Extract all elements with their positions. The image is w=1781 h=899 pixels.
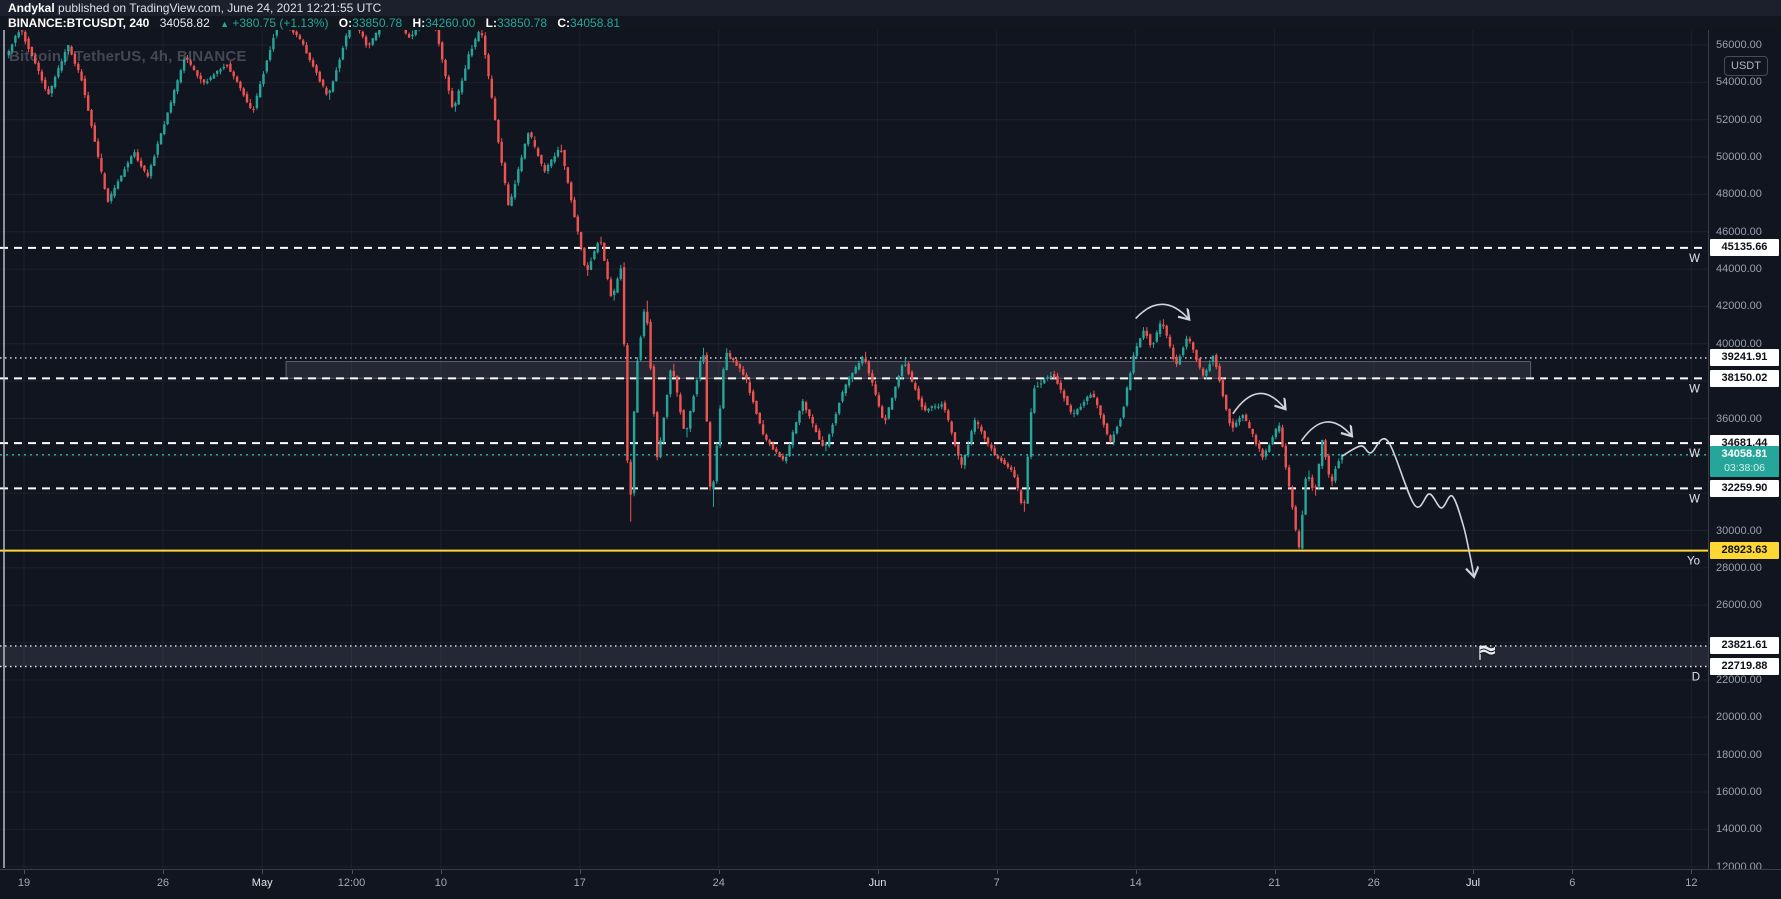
x-axis-tickmark: [1135, 870, 1137, 874]
level-marker-w: W: [1689, 253, 1700, 265]
y-axis-tick: 16000.00: [1716, 786, 1762, 798]
price-label-38150.02: 38150.02: [1710, 369, 1779, 387]
annotation-arrow-3[interactable]: [1300, 421, 1352, 442]
high-label: H:: [412, 16, 426, 30]
x-axis-tickmark: [440, 870, 442, 874]
x-axis-tickmark: [1572, 870, 1574, 874]
y-axis-tick: 54000.00: [1716, 76, 1762, 89]
y-axis-tick: 22000.00: [1716, 673, 1762, 686]
x-axis-tick: 12:00: [337, 877, 366, 889]
y-axis-tick: 28000.00: [1716, 561, 1762, 574]
x-axis-tickmark: [1373, 870, 1375, 874]
symbol-watermark: Bitcoin / TetherUS, 4h, BINANCE: [9, 48, 247, 65]
y-axis-tick: 56000.00: [1716, 39, 1762, 51]
close-value: 34058.81: [570, 16, 621, 30]
open-label: O:: [338, 16, 353, 30]
price-zones[interactable]: [0, 361, 1708, 667]
author-name: Andykal: [8, 1, 55, 15]
demand-zone[interactable]: [0, 645, 1708, 667]
x-axis-tickmark: [1473, 870, 1475, 874]
x-axis-tick: 26: [156, 877, 170, 889]
x-axis-tick: 6: [1569, 877, 1576, 889]
grid-lines: [0, 30, 1708, 868]
price-change: +380.75 (+1.13%): [232, 16, 329, 30]
price-axis-separator: [1708, 30, 1709, 869]
x-axis-tickmark: [1691, 870, 1693, 874]
x-axis-tickmark: [24, 870, 25, 874]
x-axis-tick: Jul: [1466, 877, 1481, 889]
symbol-ohlc-bar: BINANCE:BTCUSDT, 240 34058.82 ▲ +380.75 …: [0, 16, 1781, 30]
y-axis-tick: 20000.00: [1716, 711, 1762, 724]
price-label-28923.63: 28923.63: [1710, 542, 1779, 560]
price-axis[interactable]: USDT 56000.00 54000.00 52000.00 50000.00 480…: [1709, 30, 1781, 873]
x-axis-tickmark: [162, 870, 164, 874]
x-axis-tick: May: [251, 877, 273, 889]
x-axis-tick: 12: [1685, 877, 1698, 889]
y-axis-tick: 42000.00: [1716, 300, 1762, 313]
annotation-arrow-1[interactable]: [1135, 303, 1190, 319]
symbol-name[interactable]: BINANCE:BTCUSDT, 240: [8, 16, 150, 30]
x-axis-tickmark: [351, 870, 353, 874]
y-axis-tick: 14000.00: [1716, 823, 1762, 836]
hand-drawn-annotations[interactable]: [1135, 303, 1496, 660]
level-letter-markers: W W W W Yo D: [1687, 253, 1700, 684]
y-axis-tick: 36000.00: [1716, 412, 1762, 425]
price-label-34058.81: 34058.81 03:38:06: [1710, 445, 1779, 477]
level-marker-yo: Yo: [1687, 556, 1700, 568]
price-label-45135.66: 45135.66: [1710, 239, 1779, 257]
time-axis[interactable]: 19 26 May 12:00 10 17 24 Jun 7 14 21 26 Jul 6 12: [0, 869, 1781, 899]
price-label-23821.61: 23821.61: [1710, 637, 1779, 655]
x-axis-tick: 19: [17, 877, 31, 889]
level-marker-w: W: [1689, 383, 1700, 395]
price-label-32259.90: 32259.90: [1710, 479, 1779, 497]
y-axis-tick: 26000.00: [1716, 599, 1762, 612]
y-axis-tick: 40000.00: [1716, 337, 1762, 350]
x-axis-tick: Jun: [868, 877, 887, 889]
close-label: C:: [557, 16, 571, 30]
x-axis-tick: 7: [993, 877, 1000, 889]
countdown-timer: 03:38:06: [1724, 461, 1765, 474]
candlestick-series[interactable]: [7, 6, 1344, 550]
level-marker-w: W: [1689, 493, 1700, 505]
y-axis-tick: 50000.00: [1716, 151, 1762, 164]
price-label-39241.91: 39241.91: [1710, 349, 1779, 367]
chart-canvas[interactable]: W W W W Yo D: [0, 0, 1709, 899]
x-axis-tickmark: [996, 870, 998, 874]
low-value: 33850.78: [496, 16, 548, 30]
x-axis-tick: 17: [573, 877, 586, 889]
high-value: 34260.00: [425, 16, 476, 30]
publish-text: Andykal published on TradingView.com, Ju…: [8, 1, 382, 15]
publish-bar: Andykal published on TradingView.com, Ju…: [0, 0, 1781, 16]
currency-badge[interactable]: USDT: [1724, 56, 1768, 76]
price-label-22719.88: 22719.88: [1710, 658, 1779, 675]
x-axis-tick: 21: [1268, 877, 1281, 889]
low-label: L:: [485, 16, 497, 30]
open-value: 33850.78: [352, 16, 403, 30]
level-marker-w: W: [1689, 448, 1700, 460]
x-axis-tickmark: [262, 870, 264, 874]
last-price: 34058.82: [159, 16, 210, 30]
projection-path[interactable]: [1341, 438, 1474, 577]
y-axis-tick: 18000.00: [1716, 748, 1762, 761]
annotation-arrow-2[interactable]: [1232, 392, 1286, 415]
x-axis-tick: 26: [1367, 877, 1380, 889]
x-axis-tick: 14: [1129, 877, 1142, 889]
flag-icon[interactable]: [1479, 645, 1496, 660]
y-axis-tick: 48000.00: [1716, 188, 1762, 201]
change-arrow-icon: ▲: [220, 19, 230, 29]
y-axis-tick: 44000.00: [1716, 263, 1762, 276]
y-axis-tick: 46000.00: [1716, 225, 1762, 238]
x-axis-tick: 24: [712, 877, 725, 889]
x-axis-tick: 10: [434, 877, 447, 889]
x-axis-tickmark: [579, 870, 581, 874]
level-marker-d: D: [1692, 672, 1700, 684]
horizontal-level-lines[interactable]: [0, 246, 1708, 668]
y-axis-tick: 52000.00: [1716, 113, 1762, 126]
x-axis-tickmark: [1274, 870, 1276, 874]
y-axis-tick: 30000.00: [1716, 524, 1762, 537]
x-axis-tickmark: [718, 870, 720, 874]
x-axis-tickmark: [877, 870, 879, 874]
